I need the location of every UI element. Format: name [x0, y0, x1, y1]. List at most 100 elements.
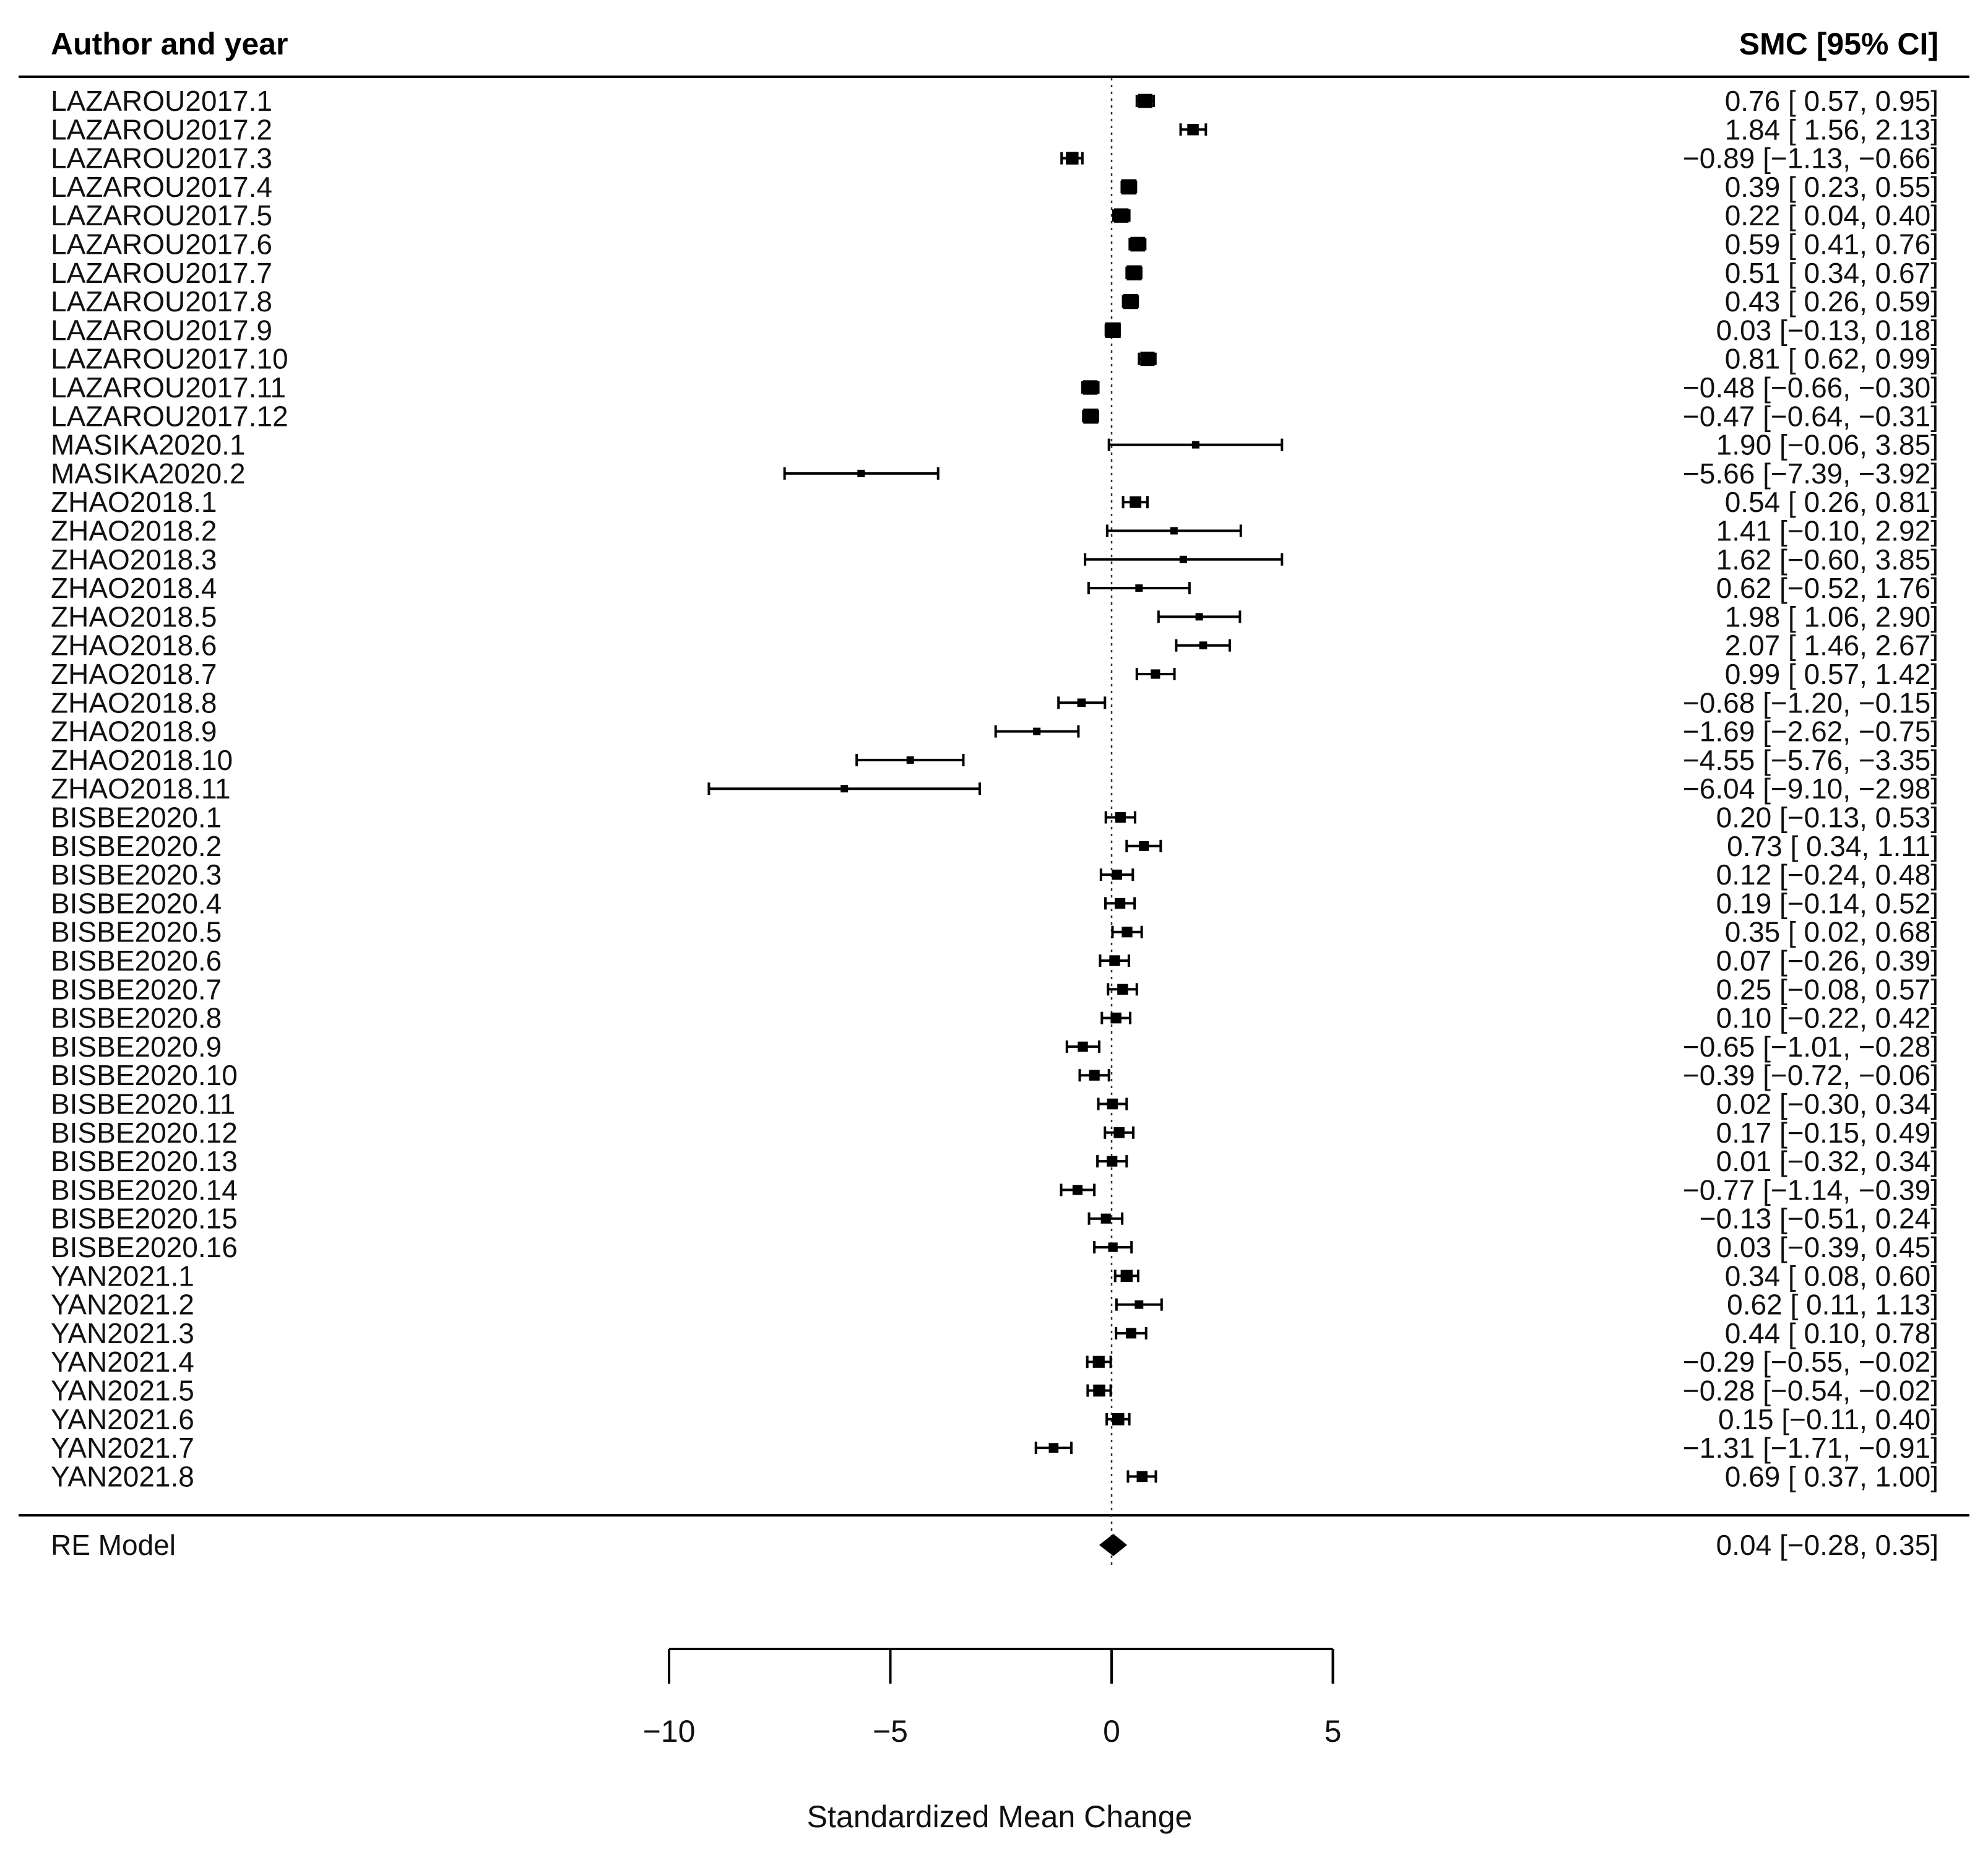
study-estimate-ci: 0.34 [ 0.08, 0.60]: [1725, 1260, 1938, 1292]
study-label: ZHAO2018.9: [51, 716, 217, 748]
study-label: YAN2021.5: [51, 1375, 194, 1407]
study-estimate-ci: −0.47 [−0.64, −0.31]: [1683, 400, 1938, 432]
study-row: ZHAO2018.3 1.62 [−0.60, 3.85]: [51, 543, 1938, 576]
point-estimate: [1083, 380, 1098, 395]
study-row: BISBE2020.12 0.17 [−0.15, 0.49]: [51, 1117, 1938, 1149]
point-estimate: [1107, 1098, 1118, 1110]
point-estimate: [1113, 1127, 1125, 1138]
study-row: BISBE2020.8 0.10 [−0.22, 0.42]: [51, 1002, 1938, 1034]
point-estimate: [1130, 236, 1146, 252]
point-estimate: [1072, 1185, 1083, 1195]
study-label: LAZAROU2017.7: [51, 257, 272, 289]
point-estimate: [1121, 927, 1133, 938]
x-tick-label: −10: [643, 1714, 696, 1749]
point-estimate: [1151, 669, 1160, 679]
study-label: LAZAROU2017.10: [51, 343, 288, 375]
point-estimate: [1108, 1242, 1118, 1252]
study-label: YAN2021.7: [51, 1432, 194, 1464]
study-estimate-ci: 2.07 [ 1.46, 2.67]: [1725, 630, 1938, 662]
study-label: ZHAO2018.1: [51, 486, 217, 518]
point-estimate: [1195, 613, 1203, 621]
study-row: LAZAROU2017.12 −0.47 [−0.64, −0.31]: [51, 400, 1938, 432]
study-label: ZHAO2018.2: [51, 515, 217, 547]
study-row: BISBE2020.16 0.03 [−0.39, 0.45]: [51, 1231, 1938, 1263]
study-estimate-ci: 0.10 [−0.22, 0.42]: [1716, 1002, 1938, 1034]
point-estimate: [1105, 322, 1121, 338]
study-estimate-ci: 0.43 [ 0.26, 0.59]: [1725, 285, 1938, 318]
study-row: BISBE2020.11 0.02 [−0.30, 0.34]: [51, 1088, 1938, 1120]
study-label: BISBE2020.16: [51, 1231, 238, 1263]
study-label: BISBE2020.5: [51, 916, 222, 948]
study-label: ZHAO2018.5: [51, 600, 217, 633]
study-row: LAZAROU2017.1 0.76 [ 0.57, 0.95]: [51, 85, 1938, 117]
point-estimate: [841, 785, 849, 793]
study-row: YAN2021.8 0.69 [ 0.37, 1.00]: [51, 1460, 1938, 1492]
point-estimate: [857, 469, 865, 477]
study-label: YAN2021.1: [51, 1260, 194, 1292]
study-row: ZHAO2018.10 −4.55 [−5.76, −3.35]: [51, 744, 1938, 776]
point-estimate: [1136, 1471, 1148, 1482]
study-estimate-ci: −0.13 [−0.51, 0.24]: [1700, 1203, 1938, 1235]
study-row: YAN2021.1 0.34 [ 0.08, 0.60]: [51, 1260, 1938, 1292]
study-estimate-ci: 0.22 [ 0.04, 0.40]: [1725, 199, 1938, 232]
study-row: BISBE2020.13 0.01 [−0.32, 0.34]: [51, 1145, 1938, 1177]
study-label: LAZAROU2017.9: [51, 314, 272, 346]
study-estimate-ci: 0.99 [ 0.57, 1.42]: [1725, 658, 1938, 690]
study-estimate-ci: −0.68 [−1.20, −0.15]: [1683, 686, 1938, 719]
study-label: YAN2021.6: [51, 1403, 194, 1435]
study-row: LAZAROU2017.5 0.22 [ 0.04, 0.40]: [51, 199, 1938, 232]
point-estimate: [1115, 811, 1126, 823]
study-estimate-ci: 1.90 [−0.06, 3.85]: [1716, 429, 1938, 461]
study-row: BISBE2020.4 0.19 [−0.14, 0.52]: [51, 887, 1938, 919]
study-estimate-ci: −1.69 [−2.62, −0.75]: [1683, 716, 1938, 748]
x-tick-label: 0: [1103, 1714, 1120, 1749]
study-row: LAZAROU2017.10 0.81 [ 0.62, 0.99]: [51, 343, 1938, 375]
study-estimate-ci: −0.39 [−0.72, −0.06]: [1683, 1059, 1938, 1091]
study-estimate-ci: −0.48 [−0.66, −0.30]: [1683, 371, 1938, 404]
point-estimate: [1033, 727, 1041, 735]
study-label: LAZAROU2017.1: [51, 85, 272, 117]
point-estimate: [1114, 208, 1129, 223]
study-label: ZHAO2018.7: [51, 658, 217, 690]
study-estimate-ci: 0.20 [−0.13, 0.53]: [1716, 802, 1938, 834]
point-estimate: [1126, 265, 1142, 280]
study-label: LAZAROU2017.11: [51, 371, 286, 404]
study-label: LAZAROU2017.6: [51, 228, 272, 261]
point-estimate: [1135, 584, 1143, 592]
study-estimate-ci: 0.54 [ 0.26, 0.81]: [1725, 486, 1938, 518]
point-estimate: [1077, 698, 1086, 707]
study-label: ZHAO2018.11: [51, 772, 231, 805]
point-estimate: [1120, 1270, 1133, 1283]
study-label: LAZAROU2017.2: [51, 113, 272, 145]
study-row: LAZAROU2017.9 0.03 [−0.13, 0.18]: [51, 314, 1938, 346]
study-row: YAN2021.3 0.44 [ 0.10, 0.78]: [51, 1317, 1938, 1349]
point-estimate: [1125, 1328, 1136, 1339]
point-estimate: [1187, 124, 1199, 136]
study-row: BISBE2020.6 0.07 [−0.26, 0.39]: [51, 945, 1938, 977]
study-row: LAZAROU2017.6 0.59 [ 0.41, 0.76]: [51, 228, 1938, 261]
study-estimate-ci: 0.69 [ 0.37, 1.00]: [1725, 1460, 1938, 1492]
study-estimate-ci: 0.03 [−0.39, 0.45]: [1716, 1231, 1938, 1263]
point-estimate: [1083, 409, 1099, 424]
study-row: YAN2021.4 −0.29 [−0.55, −0.02]: [51, 1346, 1938, 1378]
summary-label: RE Model: [51, 1529, 176, 1561]
study-label: YAN2021.2: [51, 1289, 194, 1321]
study-row: ZHAO2018.6 2.07 [ 1.46, 2.67]: [51, 630, 1938, 662]
study-row: LAZAROU2017.7 0.51 [ 0.34, 0.67]: [51, 257, 1938, 289]
x-tick-label: −5: [873, 1714, 908, 1749]
study-label: BISBE2020.12: [51, 1117, 238, 1149]
study-label: BISBE2020.13: [51, 1145, 238, 1177]
study-label: BISBE2020.11: [51, 1088, 235, 1120]
point-estimate: [1109, 955, 1120, 966]
study-estimate-ci: 0.44 [ 0.10, 0.78]: [1725, 1317, 1938, 1349]
study-estimate-ci: 1.41 [−0.10, 2.92]: [1716, 515, 1938, 547]
x-tick-label: 5: [1325, 1714, 1342, 1749]
study-row: ZHAO2018.9 −1.69 [−2.62, −0.75]: [51, 716, 1938, 748]
study-estimate-ci: 0.62 [ 0.11, 1.13]: [1727, 1289, 1938, 1321]
study-estimate-ci: 0.35 [ 0.02, 0.68]: [1725, 916, 1938, 948]
study-estimate-ci: 0.03 [−0.13, 0.18]: [1716, 314, 1938, 346]
study-row: BISBE2020.1 0.20 [−0.13, 0.53]: [51, 802, 1938, 834]
study-label: YAN2021.4: [51, 1346, 194, 1378]
study-row: ZHAO2018.4 0.62 [−0.52, 1.76]: [51, 572, 1938, 604]
study-estimate-ci: 1.62 [−0.60, 3.85]: [1716, 543, 1938, 576]
